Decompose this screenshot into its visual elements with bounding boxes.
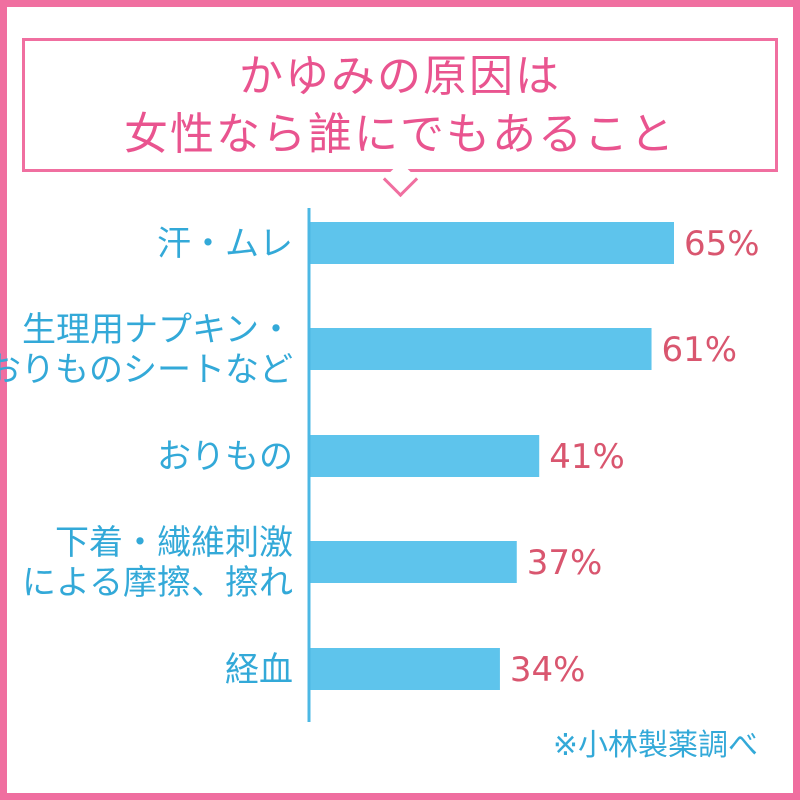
category-label-2-line-2: おりものシートなど: [0, 350, 293, 390]
category-label-5: 経血: [225, 650, 293, 690]
chart-title-line-1: かゆみの原因は: [239, 51, 561, 102]
chart-title-line-2: 女性なら誰にでもあること: [124, 109, 676, 160]
chart-marks: 65% 汗・ムレ 61% 生理用ナプキン・おりものシートなど 41% おりもの 37% 下着・…: [0, 208, 760, 722]
source-note: ※小林製薬調べ: [552, 728, 758, 763]
value-label-1: 65%: [684, 224, 760, 264]
bar-2: [309, 328, 652, 370]
category-label-2-line-1: 生理用ナプキン・: [22, 310, 293, 350]
category-label-3: おりもの: [157, 437, 293, 477]
category-label-4-line-2: による摩擦、擦れ: [22, 563, 293, 603]
value-label-5: 34%: [510, 650, 586, 690]
chart-title: かゆみの原因は 女性なら誰にでもあること: [22, 48, 778, 164]
value-label-3: 41%: [549, 437, 625, 477]
bar-5: [309, 648, 500, 690]
bar-3: [309, 435, 540, 477]
value-label-2: 61%: [662, 330, 738, 370]
bar-1: [309, 222, 674, 264]
category-label-1: 汗・ムレ: [157, 224, 293, 264]
category-label-4-line-1: 下着・繊維刺激: [55, 523, 293, 563]
value-label-4: 37%: [527, 543, 603, 583]
bar-4: [309, 541, 517, 583]
